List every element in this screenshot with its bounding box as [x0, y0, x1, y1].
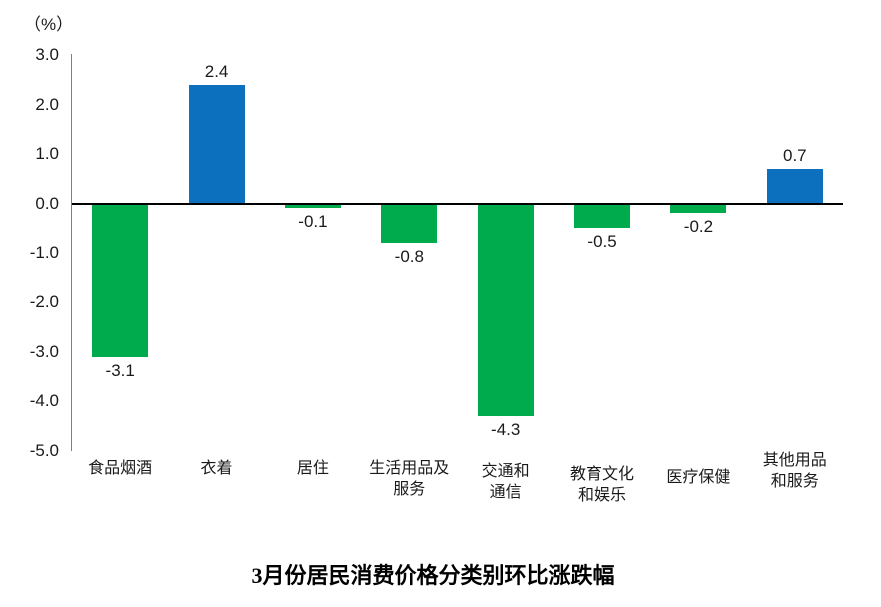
bar — [477, 203, 534, 416]
bar — [188, 84, 245, 204]
category-label: 食品烟酒 — [88, 460, 153, 477]
y-axis-tick-label: 2.0 — [35, 94, 59, 114]
bar — [766, 168, 823, 204]
bar — [92, 203, 149, 357]
bar — [381, 203, 438, 244]
category-label: 教育文化 和娱乐 — [570, 466, 635, 504]
y-axis-tick-label: -3.0 — [29, 341, 59, 361]
bar-value-label: -0.8 — [394, 247, 424, 267]
y-axis-tick-label: -2.0 — [29, 292, 59, 312]
bar-value-label: -4.3 — [491, 419, 521, 439]
category-label: 生活用品及 服务 — [369, 460, 450, 498]
y-axis-tick-label: 1.0 — [35, 144, 59, 164]
category-label: 其他用品 和服务 — [762, 452, 827, 490]
y-axis-tick-label: 0.0 — [35, 193, 59, 213]
bar — [670, 203, 727, 214]
bar-value-label: -3.1 — [105, 360, 135, 380]
bar-value-label: -0.1 — [298, 212, 328, 232]
bar-value-label: -0.5 — [587, 232, 617, 252]
y-axis-tick-label: -1.0 — [29, 242, 59, 262]
y-axis-unit-label: （%） — [24, 15, 74, 34]
y-axis-tick-label: -5.0 — [29, 440, 59, 460]
y-axis-line — [71, 54, 72, 452]
chart-title: 3月份居民消费价格分类别环比涨跌幅 — [251, 563, 615, 588]
bar — [284, 203, 341, 209]
category-label: 居住 — [296, 460, 329, 477]
bar-value-label: 0.7 — [782, 145, 807, 165]
category-label: 衣着 — [200, 460, 233, 477]
bar-value-label: -0.2 — [683, 217, 714, 237]
category-label: 医疗保健 — [666, 469, 731, 486]
zero-baseline — [72, 202, 843, 205]
bar — [574, 203, 631, 229]
category-label: 交通和 通信 — [481, 463, 530, 501]
y-axis-tick-label: -4.0 — [29, 391, 59, 411]
bar-value-label: 2.4 — [204, 61, 229, 81]
y-axis-tick-label: 3.0 — [35, 45, 59, 65]
